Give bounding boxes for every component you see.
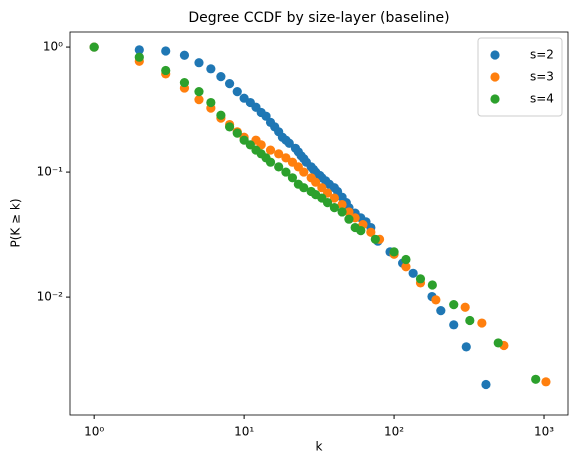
point <box>344 207 354 217</box>
point <box>299 167 309 177</box>
point <box>232 128 242 138</box>
point <box>356 226 366 236</box>
y-tick-label: 10⁻² <box>37 290 64 304</box>
point <box>337 199 347 210</box>
y-tick-label: 10⁰ <box>43 40 63 54</box>
point <box>460 302 470 312</box>
x-tick-label: 10² <box>384 425 404 439</box>
point <box>401 254 411 265</box>
point <box>287 173 298 183</box>
chart-title: Degree CCDF by size-layer (baseline) <box>188 10 449 26</box>
point <box>89 42 99 52</box>
plot-frame <box>69 31 569 416</box>
y-axis-label: P(K ≥ k) <box>9 198 23 247</box>
point <box>401 262 411 272</box>
point <box>216 72 226 82</box>
point <box>408 268 418 278</box>
point <box>461 342 471 352</box>
point <box>370 234 380 244</box>
point <box>216 110 226 120</box>
point <box>427 280 437 290</box>
point <box>281 153 291 163</box>
point <box>224 79 235 89</box>
point <box>179 77 190 88</box>
point <box>449 320 459 330</box>
point <box>431 295 441 305</box>
point <box>274 149 284 159</box>
x-tick-label: 10³ <box>534 425 554 439</box>
point <box>389 247 399 257</box>
point <box>415 274 426 284</box>
point <box>436 305 446 316</box>
point <box>194 95 204 105</box>
point <box>322 198 333 208</box>
legend-marker <box>490 50 500 60</box>
point <box>284 138 294 148</box>
legend-label: s=2 <box>530 48 554 62</box>
point <box>206 97 216 108</box>
point <box>449 300 459 310</box>
point <box>281 167 291 177</box>
point <box>224 122 235 132</box>
point <box>265 157 276 167</box>
point <box>493 338 503 348</box>
y-tick-label: 10⁻¹ <box>37 165 64 179</box>
point <box>299 183 309 193</box>
point <box>206 64 216 74</box>
legend-label: s=3 <box>530 70 554 84</box>
point <box>265 145 276 155</box>
point <box>179 50 190 60</box>
point <box>161 65 171 76</box>
point <box>465 315 475 326</box>
point <box>344 214 354 224</box>
point <box>161 46 171 56</box>
point <box>194 87 204 97</box>
x-axis-label: k <box>316 440 323 454</box>
point <box>329 202 340 213</box>
legend-box <box>477 37 563 117</box>
point <box>134 45 144 55</box>
point <box>481 379 491 390</box>
legend-label: s=4 <box>530 92 554 106</box>
legend-marker <box>490 94 500 104</box>
point <box>541 377 551 387</box>
point <box>274 162 284 172</box>
point <box>134 52 144 62</box>
point <box>337 207 347 217</box>
point <box>329 193 340 203</box>
x-tick-label: 10¹ <box>234 425 254 439</box>
point <box>477 318 487 328</box>
point <box>232 87 242 97</box>
point <box>311 177 321 187</box>
legend-marker <box>490 72 500 82</box>
point <box>194 58 204 68</box>
x-tick-label: 10⁰ <box>84 425 104 439</box>
point <box>366 227 376 237</box>
point <box>531 374 541 384</box>
